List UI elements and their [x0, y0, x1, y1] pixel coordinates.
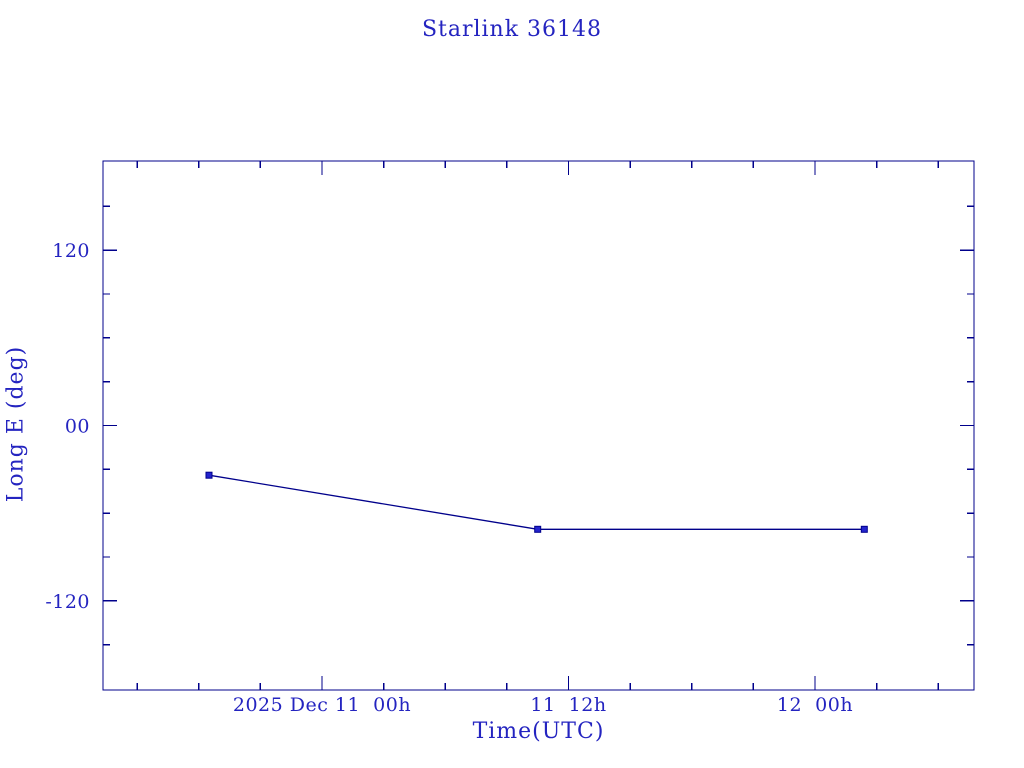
x-tick-label: 2025 Dec 11 00h [233, 694, 411, 716]
plot-frame [102, 160, 975, 691]
x-tick-label: 11 12h [530, 694, 606, 716]
y-axis-label: Long E (deg) [3, 345, 29, 503]
y-tick-label: 120 [52, 240, 90, 262]
data-line [208, 474, 865, 530]
chart-title: Starlink 36148 [421, 17, 603, 42]
data-point-marker [860, 525, 868, 533]
y-tick-label: 00 [65, 416, 90, 438]
y-tick-label: -120 [45, 591, 90, 613]
data-point-marker [205, 471, 213, 479]
x-tick-label: 12 00h [777, 694, 853, 716]
data-point-marker [534, 525, 542, 533]
x-axis-label: Time(UTC) [472, 719, 605, 744]
